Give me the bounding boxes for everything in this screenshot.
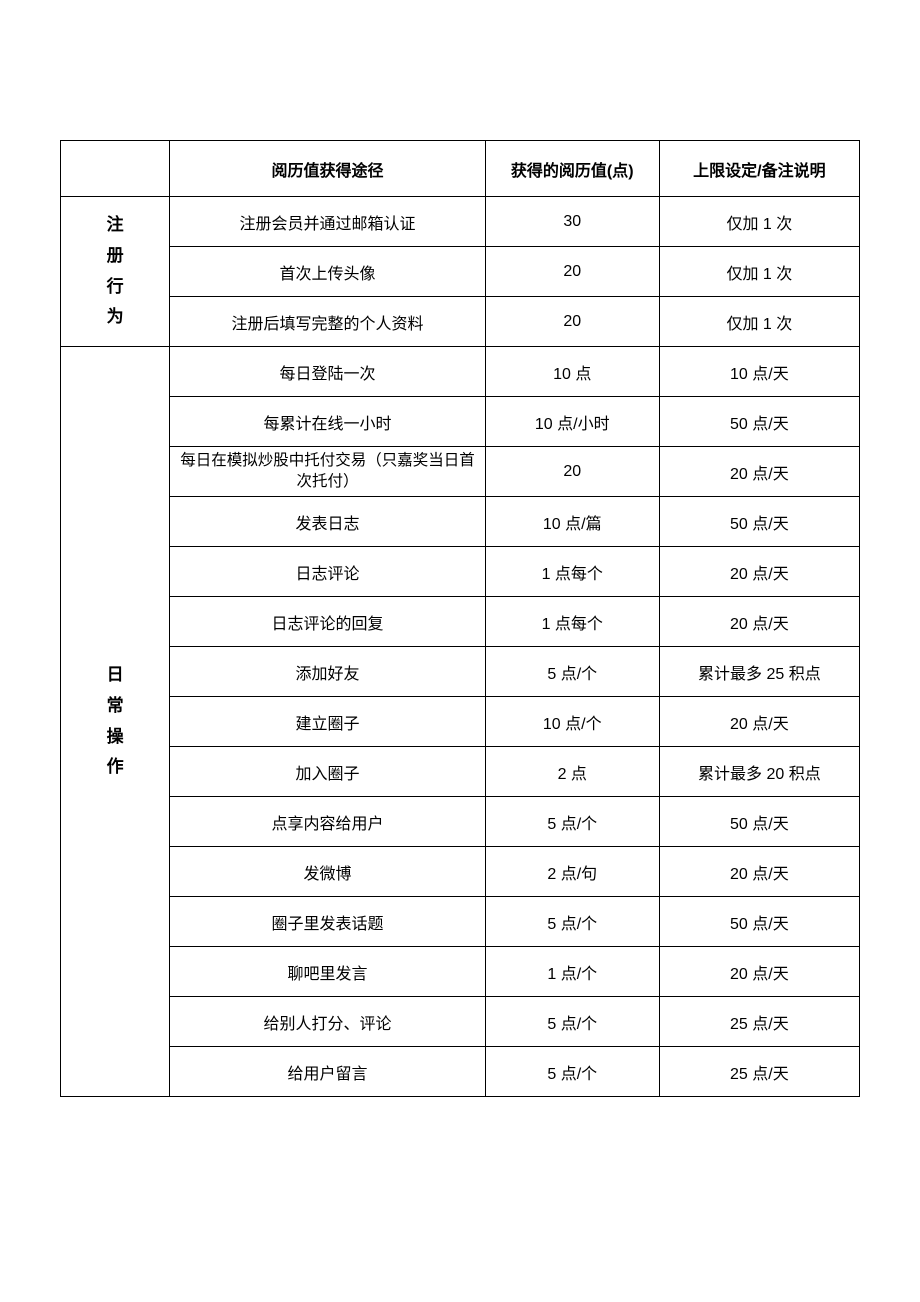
limit-cell: 10 点/天 xyxy=(659,347,859,397)
header-method: 阅历值获得途径 xyxy=(170,141,486,197)
category-cell: 日常操作 xyxy=(61,347,170,1097)
table-row: 给别人打分、评论5 点/个25 点/天 xyxy=(61,997,860,1047)
value-cell: 5 点/个 xyxy=(485,1047,659,1097)
table-body: 注册行为注册会员并通过邮箱认证30仅加 1 次首次上传头像20仅加 1 次注册后… xyxy=(61,197,860,1097)
value-cell: 1 点每个 xyxy=(485,547,659,597)
method-cell: 每累计在线一小时 xyxy=(170,397,486,447)
category-label: 日常操作 xyxy=(61,660,169,782)
table-row: 加入圈子2 点累计最多 20 积点 xyxy=(61,747,860,797)
table-row: 圈子里发表话题5 点/个50 点/天 xyxy=(61,897,860,947)
limit-cell: 仅加 1 次 xyxy=(659,197,859,247)
table-row: 每累计在线一小时10 点/小时50 点/天 xyxy=(61,397,860,447)
points-table: 阅历值获得途径 获得的阅历值(点) 上限设定/备注说明 注册行为注册会员并通过邮… xyxy=(60,140,860,1097)
value-cell: 20 xyxy=(485,297,659,347)
header-limit: 上限设定/备注说明 xyxy=(659,141,859,197)
method-cell: 注册会员并通过邮箱认证 xyxy=(170,197,486,247)
category-char: 行 xyxy=(61,272,169,303)
value-cell: 5 点/个 xyxy=(485,897,659,947)
value-cell: 5 点/个 xyxy=(485,997,659,1047)
method-cell: 首次上传头像 xyxy=(170,247,486,297)
method-cell: 添加好友 xyxy=(170,647,486,697)
table-row: 建立圈子10 点/个20 点/天 xyxy=(61,697,860,747)
limit-cell: 仅加 1 次 xyxy=(659,247,859,297)
category-char: 为 xyxy=(61,302,169,333)
limit-cell: 50 点/天 xyxy=(659,797,859,847)
value-cell: 2 点 xyxy=(485,747,659,797)
method-cell: 建立圈子 xyxy=(170,697,486,747)
value-cell: 5 点/个 xyxy=(485,647,659,697)
limit-cell: 20 点/天 xyxy=(659,697,859,747)
category-char: 册 xyxy=(61,241,169,272)
method-cell: 每日在模拟炒股中托付交易（只嘉奖当日首次托付） xyxy=(170,447,486,497)
method-cell: 发微博 xyxy=(170,847,486,897)
method-cell: 给别人打分、评论 xyxy=(170,997,486,1047)
table-row: 发表日志10 点/篇50 点/天 xyxy=(61,497,860,547)
limit-cell: 20 点/天 xyxy=(659,547,859,597)
header-value: 获得的阅历值(点) xyxy=(485,141,659,197)
limit-cell: 25 点/天 xyxy=(659,997,859,1047)
method-cell: 发表日志 xyxy=(170,497,486,547)
table-row: 注册后填写完整的个人资料20仅加 1 次 xyxy=(61,297,860,347)
value-cell: 10 点/小时 xyxy=(485,397,659,447)
table-row: 日常操作每日登陆一次10 点10 点/天 xyxy=(61,347,860,397)
value-cell: 10 点/篇 xyxy=(485,497,659,547)
category-char: 日 xyxy=(61,660,169,691)
table-row: 聊吧里发言1 点/个20 点/天 xyxy=(61,947,860,997)
method-cell: 给用户留言 xyxy=(170,1047,486,1097)
table-row: 日志评论的回复1 点每个20 点/天 xyxy=(61,597,860,647)
value-cell: 20 xyxy=(485,447,659,497)
table-row: 发微博2 点/句20 点/天 xyxy=(61,847,860,897)
table-row: 每日在模拟炒股中托付交易（只嘉奖当日首次托付）2020 点/天 xyxy=(61,447,860,497)
method-cell: 注册后填写完整的个人资料 xyxy=(170,297,486,347)
limit-cell: 50 点/天 xyxy=(659,897,859,947)
value-cell: 1 点/个 xyxy=(485,947,659,997)
category-char: 操 xyxy=(61,722,169,753)
value-cell: 10 点/个 xyxy=(485,697,659,747)
category-char: 注 xyxy=(61,210,169,241)
limit-cell: 50 点/天 xyxy=(659,397,859,447)
limit-cell: 25 点/天 xyxy=(659,1047,859,1097)
limit-cell: 20 点/天 xyxy=(659,597,859,647)
value-cell: 1 点每个 xyxy=(485,597,659,647)
method-cell: 聊吧里发言 xyxy=(170,947,486,997)
value-cell: 30 xyxy=(485,197,659,247)
method-cell: 圈子里发表话题 xyxy=(170,897,486,947)
header-category xyxy=(61,141,170,197)
limit-cell: 仅加 1 次 xyxy=(659,297,859,347)
category-char: 常 xyxy=(61,691,169,722)
value-cell: 10 点 xyxy=(485,347,659,397)
table-row: 日志评论1 点每个20 点/天 xyxy=(61,547,860,597)
method-cell: 每日登陆一次 xyxy=(170,347,486,397)
limit-cell: 累计最多 20 积点 xyxy=(659,747,859,797)
table-row: 注册行为注册会员并通过邮箱认证30仅加 1 次 xyxy=(61,197,860,247)
value-cell: 2 点/句 xyxy=(485,847,659,897)
limit-cell: 20 点/天 xyxy=(659,847,859,897)
method-cell: 日志评论 xyxy=(170,547,486,597)
method-cell: 加入圈子 xyxy=(170,747,486,797)
limit-cell: 20 点/天 xyxy=(659,447,859,497)
category-label: 注册行为 xyxy=(61,210,169,332)
category-char: 作 xyxy=(61,752,169,783)
limit-cell: 50 点/天 xyxy=(659,497,859,547)
limit-cell: 累计最多 25 积点 xyxy=(659,647,859,697)
category-cell: 注册行为 xyxy=(61,197,170,347)
table-row: 给用户留言5 点/个25 点/天 xyxy=(61,1047,860,1097)
table-row: 点享内容给用户5 点/个50 点/天 xyxy=(61,797,860,847)
table-header-row: 阅历值获得途径 获得的阅历值(点) 上限设定/备注说明 xyxy=(61,141,860,197)
table-row: 首次上传头像20仅加 1 次 xyxy=(61,247,860,297)
limit-cell: 20 点/天 xyxy=(659,947,859,997)
table-row: 添加好友5 点/个累计最多 25 积点 xyxy=(61,647,860,697)
value-cell: 20 xyxy=(485,247,659,297)
value-cell: 5 点/个 xyxy=(485,797,659,847)
method-cell: 日志评论的回复 xyxy=(170,597,486,647)
method-cell: 点享内容给用户 xyxy=(170,797,486,847)
